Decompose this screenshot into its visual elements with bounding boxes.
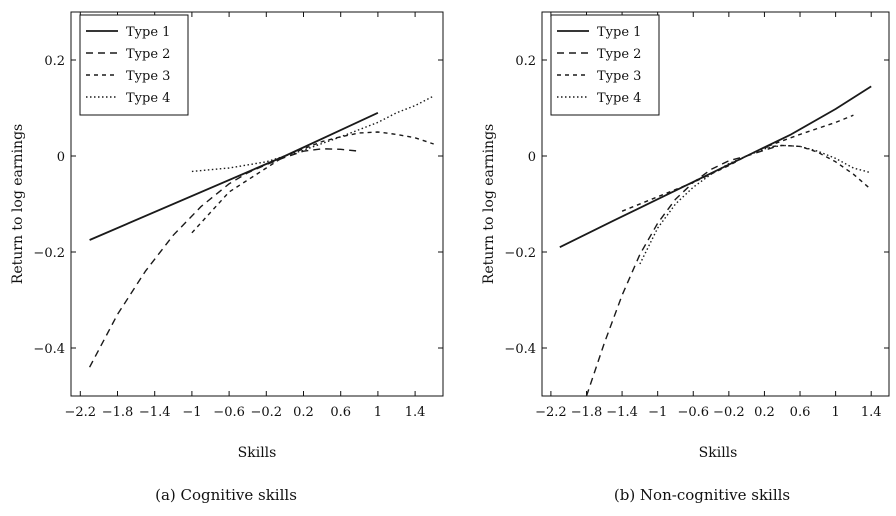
y-tick-label: −0.2 [504, 246, 536, 261]
x-tick-label: 1.4 [861, 405, 882, 420]
legend-label: Type 2 [597, 47, 641, 62]
x-tick-label: 1.4 [405, 405, 426, 420]
y-tick-label: 0 [528, 150, 536, 165]
y-tick-label: −0.4 [504, 342, 536, 357]
y-tick-label: −0.4 [33, 342, 65, 357]
y-tick-label: 0.2 [44, 54, 65, 69]
panel-caption: (b) Non-cognitive skills [614, 486, 790, 504]
x-tick-label: −1.4 [606, 405, 638, 420]
y-tick-label: 0 [57, 150, 65, 165]
series-group [88, 95, 435, 368]
x-tick-label: −1.4 [139, 405, 171, 420]
x-tick-label: −2.2 [535, 405, 567, 420]
chart-panel-2: −2.2 −1.8 −1.4 −1 −0.6 −0.2 0.2 0.6 1 1.4 0.2 0 −0.2… [481, 11, 890, 504]
plot-frame [541, 11, 890, 397]
x-tick-label: 1 [831, 405, 839, 420]
series-line-type-2 [88, 148, 360, 368]
x-tick-label: −0.2 [251, 405, 283, 420]
legend-label: Type 1 [597, 25, 641, 40]
series-line-type-1 [559, 85, 872, 249]
x-axis-label: Skills [699, 445, 738, 461]
series-line-type-2 [585, 146, 774, 396]
x-tick-label: −0.6 [213, 405, 245, 420]
panel-caption: (a) Cognitive skills [155, 486, 297, 504]
x-tick-label: −0.6 [677, 405, 709, 420]
x-tick-label: −1 [648, 405, 667, 420]
x-tick-label: −1.8 [571, 405, 603, 420]
x-tick-label: −1.8 [102, 405, 134, 420]
plot-frame [70, 11, 444, 397]
y-tick-label: 0.2 [515, 54, 536, 69]
x-tick-label: 0.2 [754, 405, 775, 420]
legend-label: Type 4 [126, 91, 170, 106]
series-group [559, 85, 872, 396]
series-line-type-1 [89, 111, 379, 241]
series-line-type-3 [191, 131, 434, 234]
x-tick-label: 0.6 [790, 405, 811, 420]
x-tick-label: 1 [374, 405, 382, 420]
y-tick-label: −0.2 [33, 246, 65, 261]
x-tick-label: −2.2 [65, 405, 97, 420]
legend-label: Type 1 [126, 25, 170, 40]
x-tick-label: 0.6 [330, 405, 351, 420]
series-line-type-4 [191, 95, 435, 173]
y-axis-label: Return to log earnings [481, 124, 497, 284]
legend-label: Type 2 [126, 47, 170, 62]
legend-label: Type 4 [597, 91, 641, 106]
x-tick-label: −1 [182, 405, 201, 420]
x-tick-label: −0.2 [713, 405, 745, 420]
chart-panel-1: −2.2 −1.8 −1.4 −1 −0.6 −0.2 0.2 0.6 1 1.4 0.2 0 −0.2… [10, 11, 444, 504]
series-line-type-3-branch [764, 144, 872, 191]
legend-label: Type 3 [126, 69, 170, 84]
series-line-type-3 [621, 114, 854, 212]
x-tick-label: 0.2 [293, 405, 314, 420]
x-axis-label: Skills [238, 445, 277, 461]
y-axis-label: Return to log earnings [10, 124, 26, 284]
series-line-type-4 [639, 144, 872, 265]
legend-label: Type 3 [597, 69, 641, 84]
